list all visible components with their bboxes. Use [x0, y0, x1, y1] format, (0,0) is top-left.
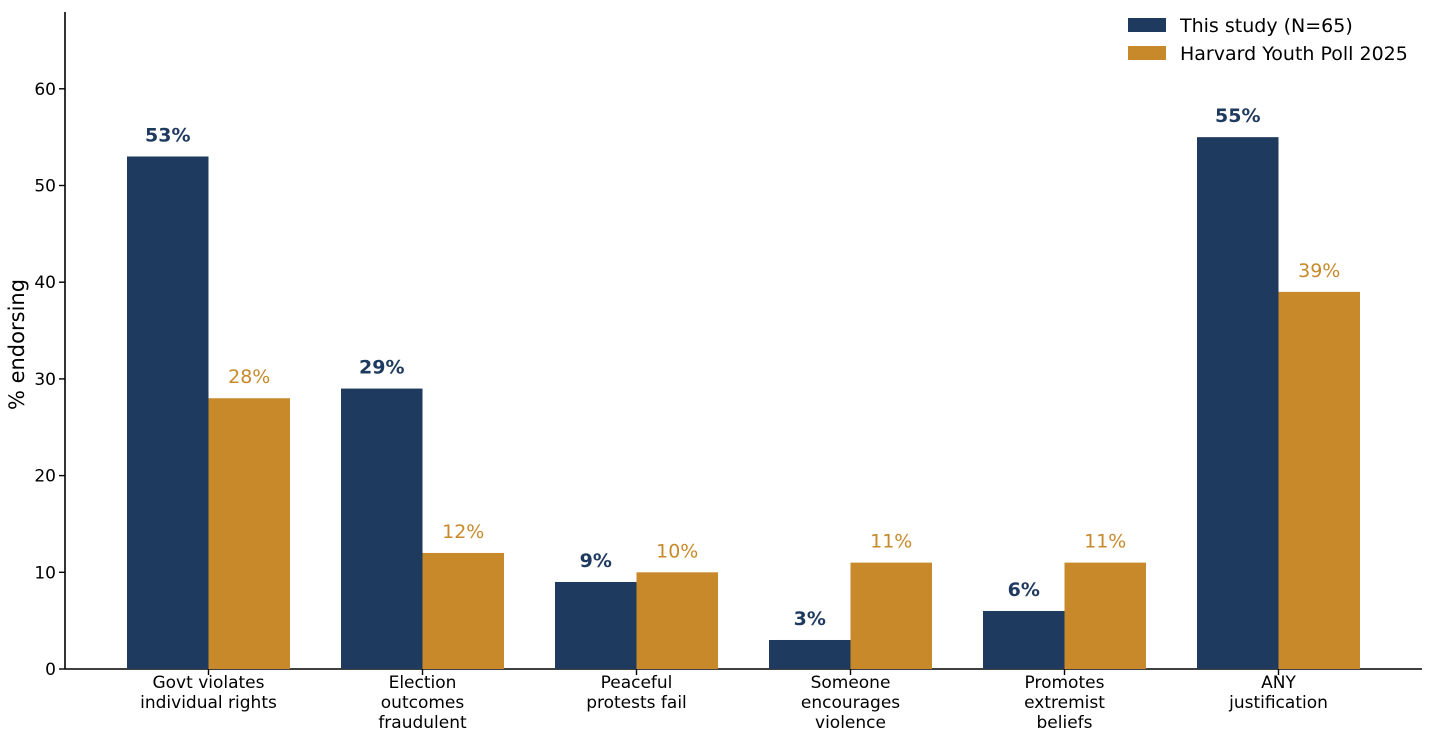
y-axis-label: % endorsing: [5, 279, 29, 410]
bar: [983, 610, 1065, 669]
y-tick-label: 30: [34, 370, 56, 390]
bar: [555, 581, 637, 669]
bar: [850, 562, 932, 669]
data-label: 10%: [656, 540, 698, 562]
data-label: 53%: [145, 124, 190, 146]
y-tick-label: 40: [34, 273, 56, 293]
data-label: 11%: [1084, 531, 1126, 553]
x-tick-label: ANY justification: [1228, 673, 1328, 713]
legend-swatch: [1128, 46, 1166, 60]
y-tick-label: 50: [34, 177, 56, 197]
data-label: 29%: [359, 357, 404, 379]
x-tick-label: Peaceful protests fail: [586, 673, 687, 713]
data-label: 9%: [580, 550, 612, 572]
y-ticks: 0 10 20 30 40 50 60: [34, 80, 65, 680]
bar: [341, 388, 423, 669]
data-label: 28%: [228, 366, 270, 388]
x-category-labels: Govt violates individual rights Election ou…: [140, 669, 1328, 733]
legend-entry: Harvard Youth Poll 2025: [1180, 43, 1408, 65]
x-tick-label: Promotes extremist beliefs: [1024, 673, 1105, 733]
bar: [208, 398, 290, 669]
y-tick-label: 0: [45, 660, 56, 680]
bars: [127, 137, 1360, 670]
bar: [127, 156, 209, 670]
y-tick-label: 10: [34, 563, 56, 583]
y-tick-label: 20: [34, 467, 56, 487]
x-tick-label: Govt violates individual rights: [140, 673, 277, 713]
data-labels: 53% 29% 9% 3% 6% 55% 28% 12% 10% 11% 11% 39%: [145, 105, 1340, 630]
data-label: 55%: [1215, 105, 1260, 127]
bar: [1278, 291, 1360, 669]
bar: [769, 639, 851, 669]
data-label: 39%: [1298, 260, 1340, 282]
bar: [1197, 137, 1279, 669]
bar: [1064, 562, 1146, 669]
data-label: 11%: [870, 531, 912, 553]
bar: [636, 572, 718, 669]
legend-entry: This study (N=65): [1179, 15, 1353, 37]
x-tick-label: Election outcomes fraudulent: [378, 673, 467, 733]
x-tick-label: Someone encourages violence: [801, 673, 900, 733]
data-label: 6%: [1008, 579, 1040, 601]
legend-swatch: [1128, 18, 1166, 32]
data-label: 12%: [442, 521, 484, 543]
axes: [64, 12, 1422, 670]
data-label: 3%: [794, 608, 826, 630]
y-tick-label: 60: [34, 80, 56, 100]
legend: This study (N=65) Harvard Youth Poll 2025: [1128, 15, 1408, 65]
bar: [422, 552, 504, 669]
